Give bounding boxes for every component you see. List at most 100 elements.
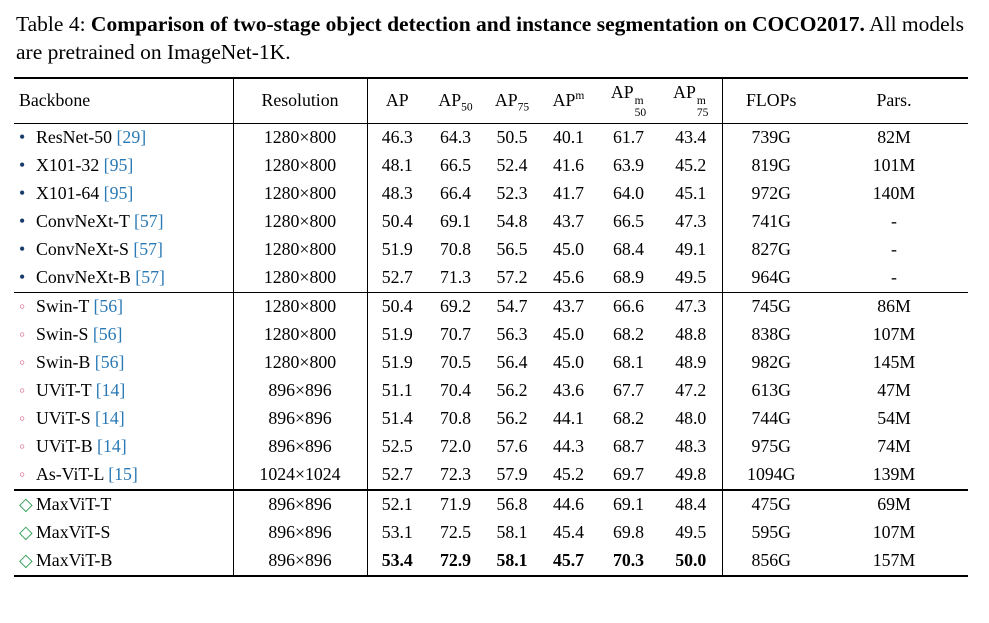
metric-cell: 72.5 (439, 522, 472, 543)
citation-link[interactable]: [57] (133, 239, 163, 260)
citation-link[interactable]: [56] (94, 352, 125, 373)
metric-cell: 43.7 (540, 291, 597, 321)
metric-cell: 57.6 (496, 436, 528, 457)
metric-cell: 52.5 (381, 436, 413, 457)
citation-link[interactable]: [14] (95, 408, 125, 429)
params-cell: 101M (872, 155, 916, 176)
metric-cell: 57.2 (496, 267, 528, 288)
flops-cell: 741G (751, 211, 791, 232)
backbone-cell: • ResNet-50 [29] (14, 123, 234, 152)
citation-link[interactable]: [15] (108, 464, 138, 485)
citation-link[interactable]: [57] (135, 267, 165, 288)
table-row: ◦ UViT-T [14] 896×896 51.1 70.4 56.2 43.6 67.7 4… (14, 376, 968, 405)
backbone-name: ConvNeXt-T (36, 211, 130, 232)
metric-cell: 68.2 (612, 324, 645, 345)
metric-cell: 58.1 (496, 522, 528, 543)
column-header-apm: APm (540, 77, 597, 124)
metric-cell: 49.8 (660, 460, 723, 490)
transformer-circle-icon: ◦ (19, 296, 26, 317)
flops-cell: 595G (751, 522, 791, 543)
backbone-name: ConvNeXt-B (36, 267, 131, 288)
table-row: ◇ MaxViT-S 896×896 53.1 72.5 58.1 45.4 69.8 49.5… (14, 518, 968, 547)
flops-cell: 827G (751, 239, 791, 260)
citation-link[interactable]: [29] (116, 127, 147, 148)
citation-link[interactable]: [57] (133, 211, 164, 232)
metric-cell: 70.3 (612, 550, 645, 571)
maxvit-diamond-icon: ◇ (19, 550, 33, 571)
metric-cell: 68.9 (612, 267, 645, 288)
metric-cell: 47.2 (660, 376, 723, 405)
transformer-circle-icon: ◦ (19, 380, 26, 401)
metric-cell: 41.6 (552, 155, 585, 176)
flops-cell: 856G (751, 550, 791, 571)
metric-cell: 51.9 (381, 324, 413, 345)
table-row: ◇ MaxViT-T 896×896 52.1 71.9 56.8 44.6 69.1 48.4… (14, 488, 968, 519)
backbone-name: MaxViT-T (36, 494, 112, 515)
metric-cell: 50.5 (496, 127, 528, 148)
metric-cell: 48.3 (381, 183, 413, 204)
convnet-bullet-icon: • (19, 267, 26, 288)
metric-cell: 71.3 (439, 267, 472, 288)
metric-cell: 47.3 (660, 291, 723, 321)
metric-cell: 71.9 (427, 488, 484, 519)
results-table: Backbone Resolution AP AP50 AP75 APm AP m 50 AP m 7… (14, 76, 968, 577)
flops-cell: 613G (751, 380, 791, 401)
params-cell: 139M (872, 464, 916, 485)
supsub-stack: m 75 (697, 96, 709, 119)
metric-cell: 69.1 (597, 488, 660, 519)
resolution-cell: 896×896 (233, 432, 368, 461)
table-row: ◇ MaxViT-B 896×896 53.4 72.9 58.1 45.7 70.3 50.0… (14, 546, 968, 576)
column-header-label: AP (610, 82, 634, 103)
resolution-cell: 1280×800 (233, 320, 368, 349)
metric-cell: 49.1 (660, 235, 723, 264)
flops-cell: 475G (722, 488, 820, 519)
metric-cell: 45.6 (552, 267, 585, 288)
flops-cell: 964G (751, 267, 791, 288)
backbone-name: X101-64 (36, 183, 100, 204)
metric-cell: 48.3 (660, 432, 723, 461)
table-row: • ConvNeXt-T [57] 1280×800 50.4 69.1 54.8 43.7… (14, 207, 968, 236)
citation-link[interactable]: [14] (95, 380, 126, 401)
citation-link[interactable]: [95] (103, 155, 134, 176)
metric-cell: 52.3 (496, 183, 528, 204)
resolution-cell: 896×896 (233, 546, 368, 576)
params-cell: 86M (820, 291, 968, 321)
superscript: m (696, 95, 706, 108)
column-header-ap50: AP50 (427, 77, 484, 124)
metric-cell: 51.1 (381, 380, 413, 401)
metric-cell: 70.8 (439, 408, 472, 429)
column-header-label: Pars. (876, 90, 912, 111)
metric-cell: 40.1 (552, 127, 585, 148)
metric-cell: 70.7 (439, 324, 472, 345)
params-cell: 107M (872, 522, 916, 543)
citation-link[interactable]: [56] (92, 324, 123, 345)
column-header-label: Backbone (19, 90, 91, 111)
superscript: m (575, 90, 585, 103)
maxvit-diamond-icon: ◇ (19, 522, 33, 543)
resolution-cell: 896×896 (233, 518, 368, 547)
metric-cell: 57.9 (496, 464, 528, 485)
metric-cell: 64.3 (439, 127, 472, 148)
backbone-name: ResNet-50 (36, 127, 113, 148)
convnet-bullet-icon: • (19, 239, 26, 260)
citation-link[interactable]: [14] (97, 436, 127, 457)
column-header-label: AP (385, 90, 409, 111)
flops-cell: 975G (751, 436, 791, 457)
supsub-stack: m 50 (635, 96, 647, 119)
citation-link[interactable]: [95] (103, 183, 134, 204)
column-header-label: Resolution (261, 90, 339, 111)
column-header-apm50: AP m 50 (597, 77, 660, 124)
metric-cell: 56.8 (484, 488, 540, 519)
backbone-cell: • X101-32 [95] (14, 151, 234, 180)
metric-cell: 45.0 (552, 324, 585, 345)
metric-cell: 72.3 (439, 464, 472, 485)
metric-cell: 47.3 (660, 207, 723, 236)
metric-cell: 51.4 (381, 408, 413, 429)
citation-link[interactable]: [56] (93, 296, 124, 317)
resolution-cell: 1280×800 (233, 123, 368, 152)
metric-cell: 45.4 (552, 522, 585, 543)
column-header-label: AP (552, 90, 576, 111)
table-row: ◦ Swin-B [56] 1280×800 51.9 70.5 56.4 45.0 68.1… (14, 348, 968, 377)
backbone-name: ConvNeXt-S (36, 239, 129, 260)
metric-cell: 70.8 (439, 239, 472, 260)
